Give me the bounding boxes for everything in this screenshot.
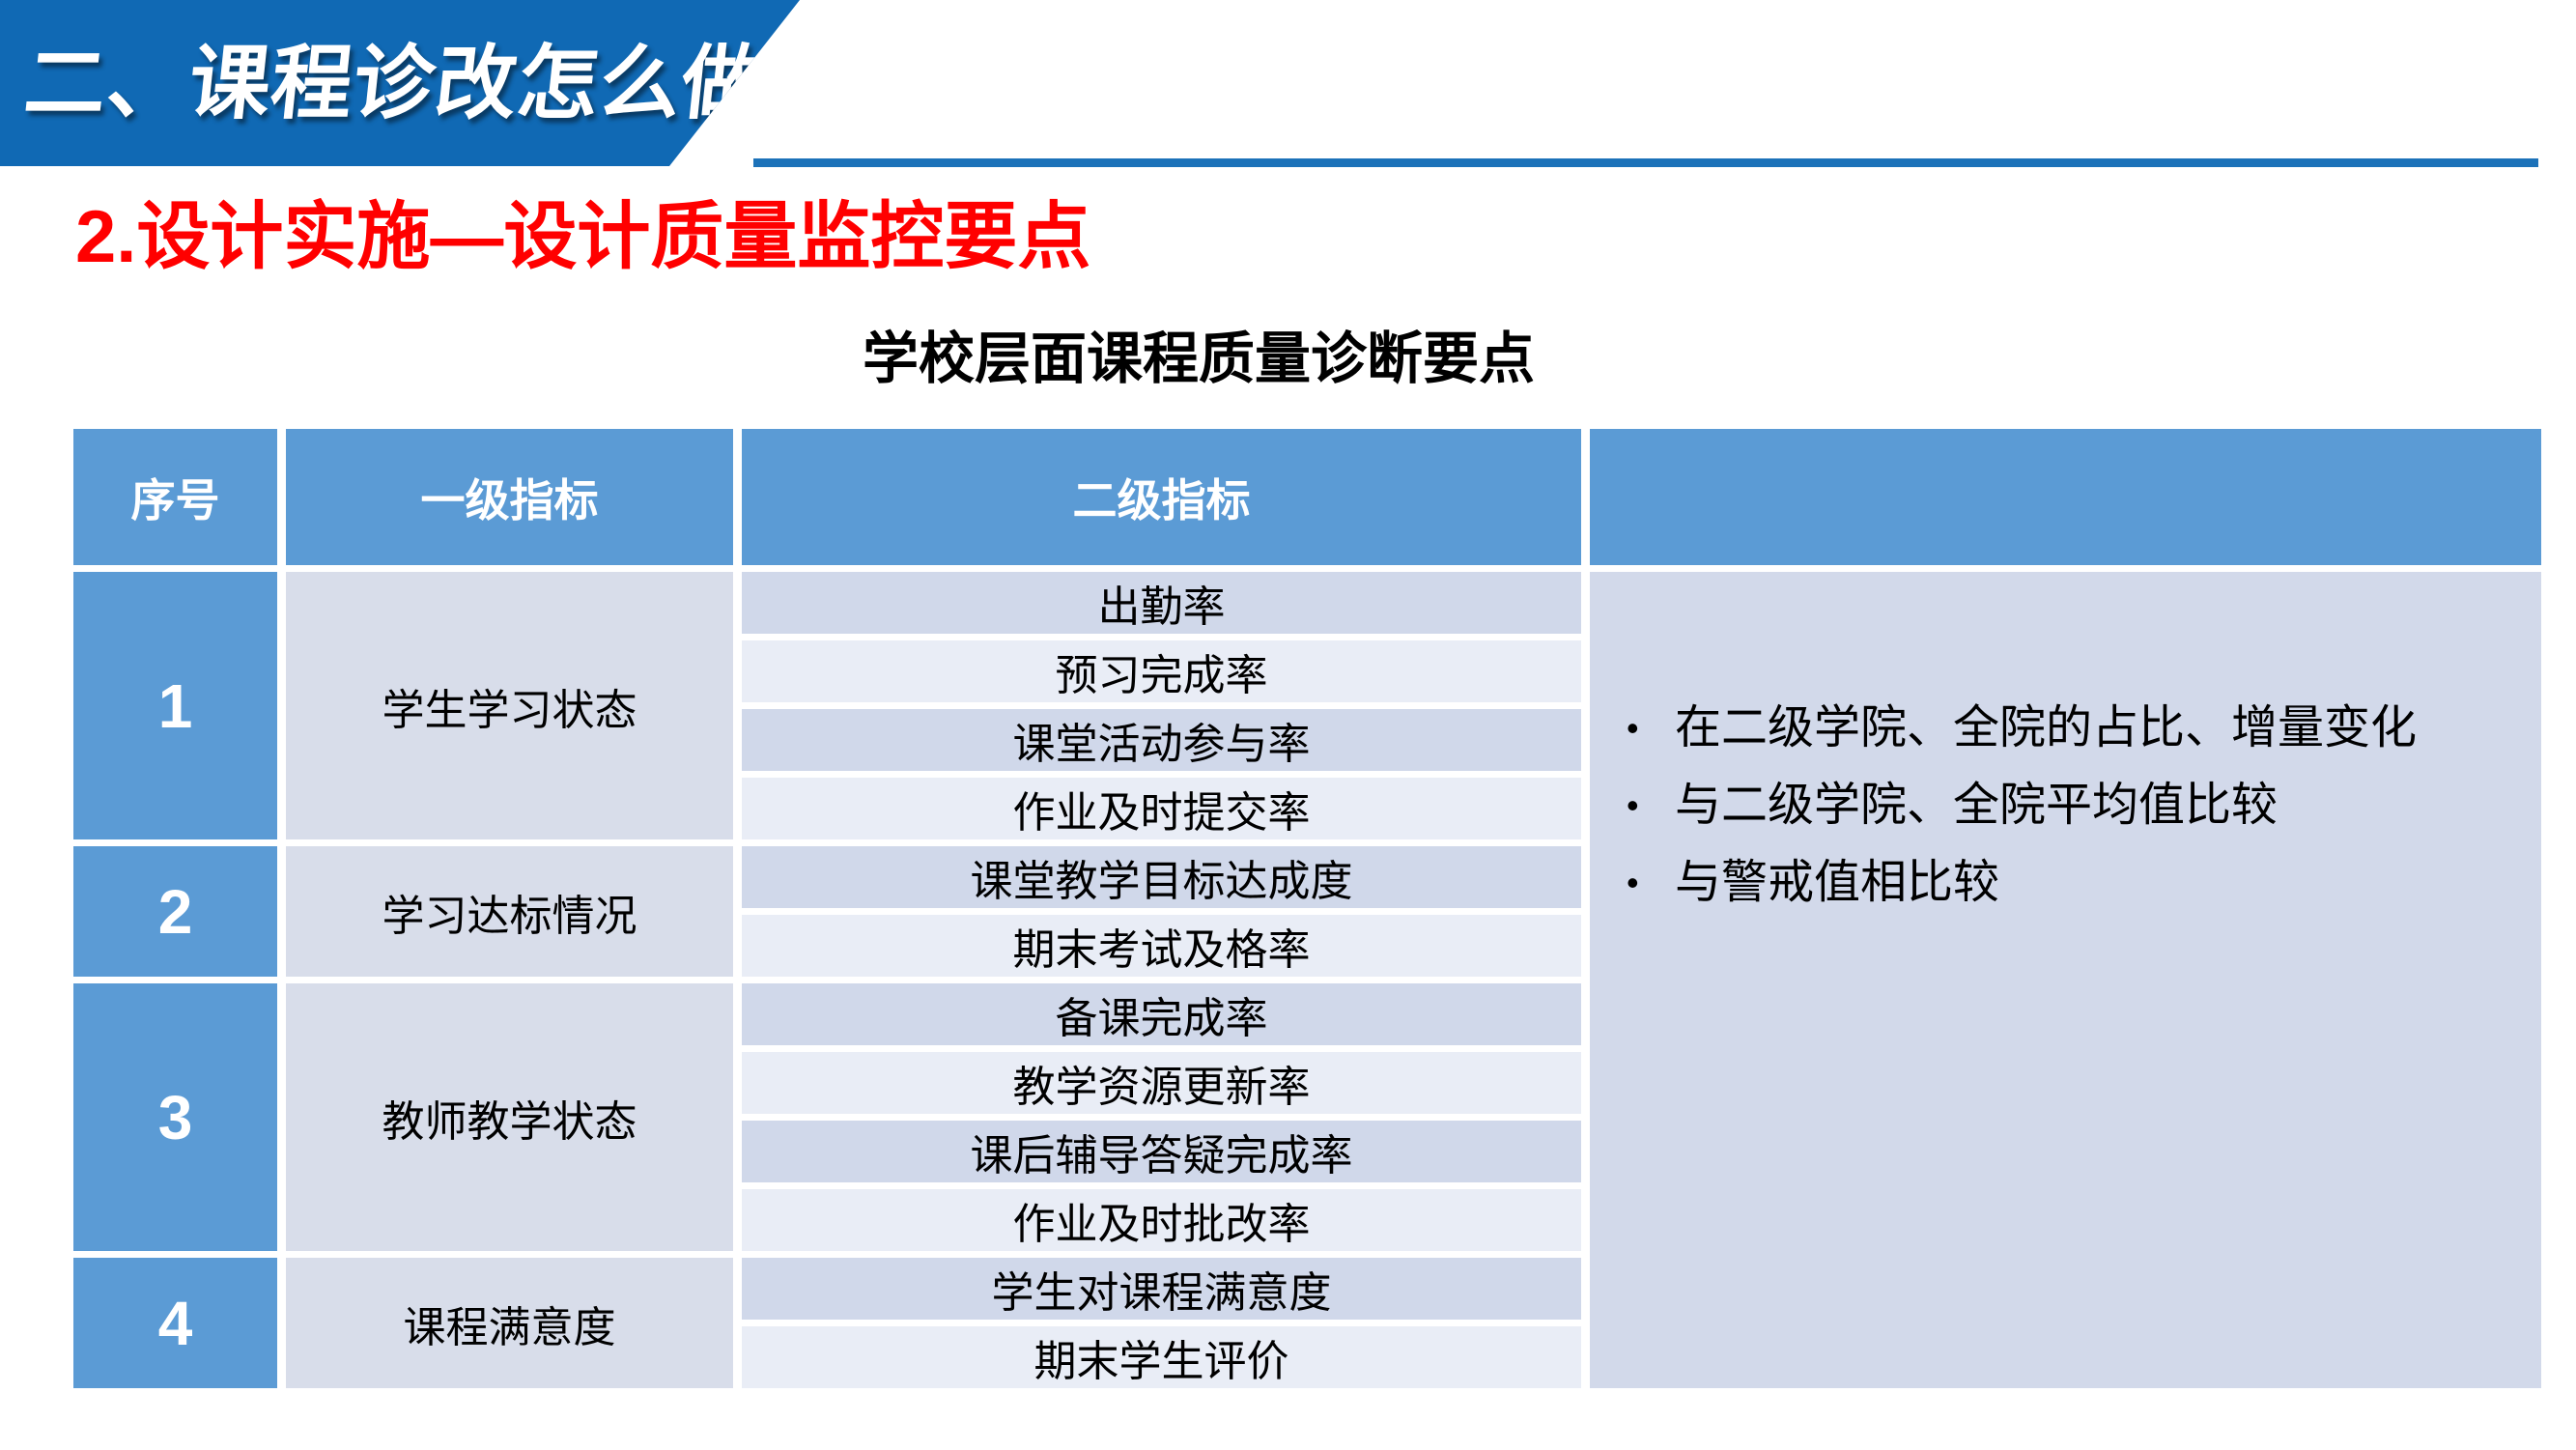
level2-indicator-cell: 课后辅导答疑完成率 <box>742 1121 1581 1182</box>
bullet-icon: • <box>1627 785 1639 825</box>
level2-indicator-cell: 出勤率 <box>742 572 1581 634</box>
row-number-cell: 4 <box>73 1258 277 1388</box>
note-text: 与二级学院、全院平均值比较 <box>1675 780 2279 831</box>
note-item: • 与二级学院、全院平均值比较 <box>1613 767 2522 844</box>
column-header-level1: 一级指标 <box>286 429 733 565</box>
level2-indicator-cell: 课堂活动参与率 <box>742 709 1581 771</box>
level2-indicator-cell: 预习完成率 <box>742 640 1581 702</box>
level1-indicator-cell: 教师教学状态 <box>286 983 733 1251</box>
level2-indicator-cell: 期末学生评价 <box>742 1326 1581 1388</box>
level2-indicator-cell: 备课完成率 <box>742 983 1581 1045</box>
level1-indicator-cell: 课程满意度 <box>286 1258 733 1388</box>
banner-underline <box>753 158 2538 167</box>
note-text: 与警戒值相比较 <box>1675 857 2000 908</box>
indicators-table: 序号 一级指标 二级指标 • 在二级学院、全院的占比、增量变化 • 与二级学院、… <box>73 429 2541 1388</box>
notes-cell: • 在二级学院、全院的占比、增量变化 • 与二级学院、全院平均值比较 • 与警戒… <box>1590 572 2541 1388</box>
row-number-cell: 1 <box>73 572 277 839</box>
level2-indicator-cell: 作业及时提交率 <box>742 778 1581 839</box>
column-header-number: 序号 <box>73 429 277 565</box>
level2-indicator-cell: 作业及时批改率 <box>742 1189 1581 1251</box>
note-text: 在二级学院、全院的占比、增量变化 <box>1675 702 2418 753</box>
level1-indicator-cell: 学习达标情况 <box>286 846 733 977</box>
note-item: • 与警戒值相比较 <box>1613 844 2522 922</box>
note-item: • 在二级学院、全院的占比、增量变化 <box>1613 690 2522 767</box>
row-number-cell: 3 <box>73 983 277 1251</box>
section-heading: 2.设计实施—设计质量监控要点 <box>75 196 1091 278</box>
level1-indicator-cell: 学生学习状态 <box>286 572 733 839</box>
level2-indicator-cell: 教学资源更新率 <box>742 1052 1581 1114</box>
table-title: 学校层面课程质量诊断要点 <box>862 327 1535 390</box>
slide-banner: 二、课程诊改怎么做? <box>0 0 800 166</box>
column-header-notes <box>1590 429 2541 565</box>
column-header-level2: 二级指标 <box>742 429 1581 565</box>
bullet-icon: • <box>1627 708 1639 748</box>
level2-indicator-cell: 课堂教学目标达成度 <box>742 846 1581 908</box>
level2-indicator-cell: 期末考试及格率 <box>742 915 1581 977</box>
level2-indicator-cell: 学生对课程满意度 <box>742 1258 1581 1320</box>
bullet-icon: • <box>1627 863 1639 902</box>
row-number-cell: 2 <box>73 846 277 977</box>
banner-title: 二、课程诊改怎么做? <box>20 38 820 128</box>
